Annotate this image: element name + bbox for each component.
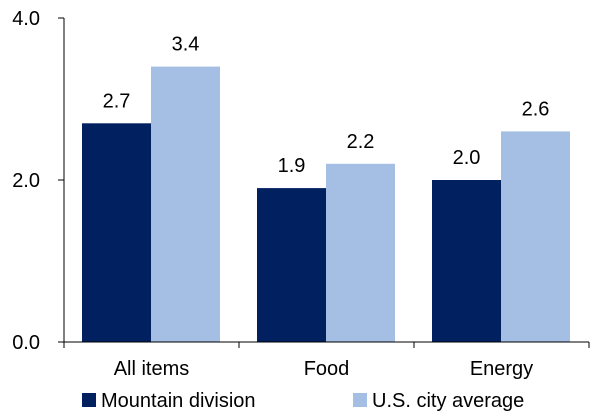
x-category-label-2: Energy xyxy=(470,358,533,380)
y-tick-label-1: 2.0 xyxy=(12,170,40,192)
data-label-us-1: 2.2 xyxy=(347,131,375,153)
data-label-mountain-1: 1.9 xyxy=(278,155,306,177)
bar-mountain-2 xyxy=(432,180,501,342)
data-label-mountain-2: 2.0 xyxy=(453,147,481,169)
legend-swatch-us xyxy=(353,393,367,407)
bar-us-0 xyxy=(151,66,220,342)
y-tick-label-0: 0.0 xyxy=(12,332,40,354)
legend-label-mountain: Mountain division xyxy=(101,390,256,412)
x-category-label-1: Food xyxy=(304,358,350,380)
bar-mountain-1 xyxy=(257,188,326,342)
bar-us-2 xyxy=(501,131,570,342)
legend-label-us: U.S. city average xyxy=(372,390,524,412)
bar-us-1 xyxy=(326,163,395,342)
data-label-us-2: 2.6 xyxy=(522,98,550,120)
y-tick-label-2: 4.0 xyxy=(12,8,40,30)
x-category-label-0: All items xyxy=(114,358,190,380)
bar-mountain-0 xyxy=(82,123,151,342)
legend-swatch-mountain xyxy=(82,393,96,407)
data-label-mountain-0: 2.7 xyxy=(103,90,131,112)
data-label-us-0: 3.4 xyxy=(172,34,200,56)
